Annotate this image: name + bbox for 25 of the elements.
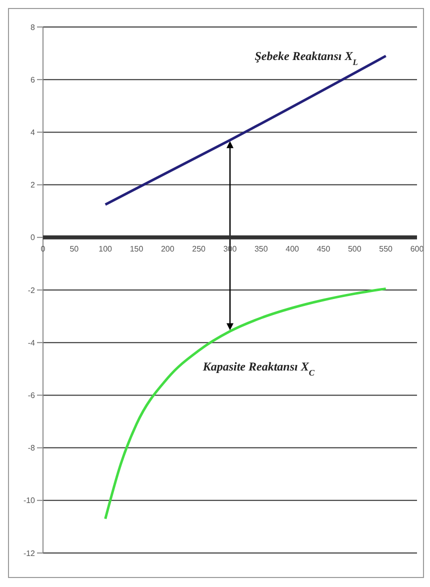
x-tick-label: 400 [286, 244, 300, 254]
x-tick-label: 500 [348, 244, 362, 254]
series-label: Kapasite Reaktansı X$_{C}$ [202, 359, 315, 377]
y-tick-label: -10 [23, 496, 36, 506]
x-tick-label: 100 [98, 244, 113, 254]
series-label: Şebeke Reaktansı X$_{L}$ [254, 48, 358, 66]
y-tick-label: -4 [28, 338, 36, 348]
line-series [104, 287, 388, 520]
x-tick-label: 450 [316, 244, 331, 254]
y-tick-label: 8 [30, 22, 36, 32]
y-tick-label: 4 [30, 128, 36, 138]
x-tick-label: 600 [410, 244, 424, 254]
y-tick-label: -8 [28, 444, 36, 453]
x-tick-label: 350 [254, 244, 268, 254]
x-tick-label: 250 [192, 244, 206, 254]
y-tick-label: -12 [23, 548, 36, 558]
x-tick-label: 150 [130, 244, 144, 254]
y-tick-label: -2 [28, 286, 36, 295]
x-tick-label: 50 [70, 244, 80, 254]
y-tick-label: 2 [30, 180, 36, 190]
y-tick-label: 0 [30, 233, 36, 242]
x-tick-label: 200 [160, 244, 175, 254]
y-tick-label: 6 [30, 75, 36, 84]
x-tick-label: 550 [379, 244, 394, 254]
y-tick-label: -6 [28, 391, 36, 400]
